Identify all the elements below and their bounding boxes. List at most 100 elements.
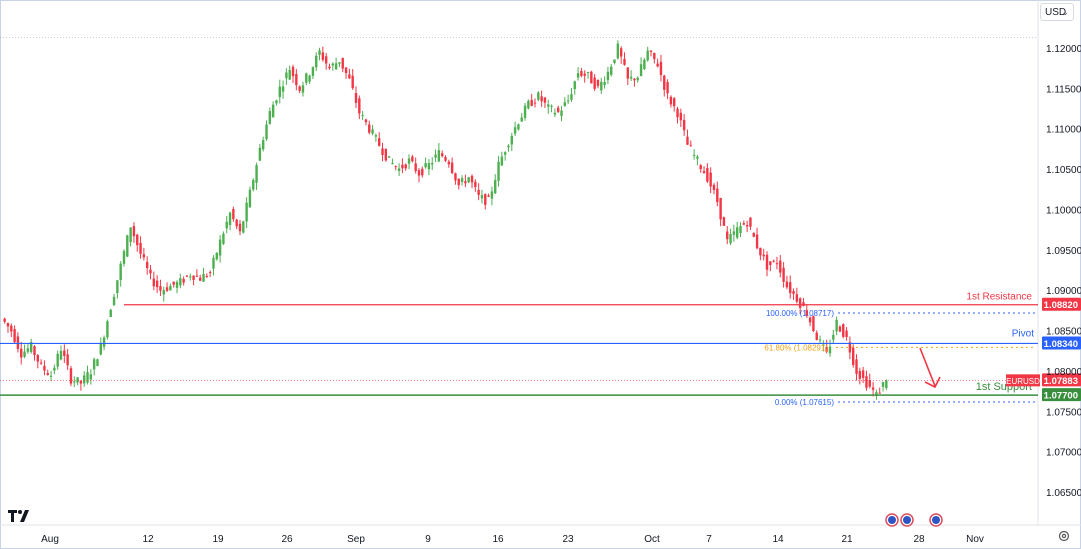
candle-body	[348, 74, 351, 79]
candle-body	[145, 261, 149, 269]
resistance-price-badge-bg	[1042, 297, 1081, 311]
candle-body	[351, 75, 354, 89]
candle-body	[278, 86, 281, 98]
candle-body	[450, 162, 454, 173]
candle-body	[195, 275, 199, 277]
candle-body	[49, 375, 53, 377]
candle-body	[36, 354, 40, 362]
candle-body	[199, 277, 202, 281]
candle-body	[822, 344, 825, 346]
candle-body	[679, 112, 683, 121]
candle-body	[102, 337, 106, 347]
candle-body	[543, 97, 547, 103]
candle-body	[43, 365, 46, 371]
candle-body	[842, 324, 845, 337]
candle-body	[99, 343, 102, 355]
candle-body	[477, 189, 480, 195]
candle-body	[646, 50, 649, 61]
candle-body	[507, 145, 510, 148]
candle-body	[175, 281, 179, 288]
candle-body	[550, 105, 553, 107]
candle-body	[142, 254, 146, 258]
candle-body	[659, 61, 663, 75]
candle-body	[818, 339, 822, 341]
pivot-price-badge: 1.08340	[1044, 339, 1078, 350]
symbol-badge-bg	[1006, 374, 1040, 387]
last-price-badge: 1.07883	[1044, 376, 1078, 387]
candle-body	[706, 168, 709, 182]
candle-body	[225, 221, 228, 229]
fib-0-label: 0.00% (1.07615)	[775, 398, 834, 407]
candle-body	[285, 72, 288, 79]
candle-body	[440, 153, 444, 157]
candle-body	[424, 163, 427, 168]
x-tick-label: Sep	[347, 534, 365, 545]
candle-body	[56, 353, 59, 367]
x-tick-label: 23	[562, 534, 574, 545]
event-fill	[888, 516, 896, 524]
candle-body	[427, 163, 431, 170]
x-tick-label: 7	[706, 534, 712, 545]
candle-body	[782, 267, 785, 282]
chevron-down-icon: ⌄	[1061, 7, 1069, 17]
candle-body	[851, 347, 855, 365]
candle-body	[729, 234, 732, 244]
candle-body	[86, 372, 89, 383]
candle-body	[334, 63, 338, 70]
candle-body	[732, 231, 736, 235]
currency-selector[interactable]: USD ⌄	[1040, 3, 1074, 21]
x-tick-label: 28	[913, 534, 925, 545]
event-fill	[903, 516, 911, 524]
candle-body	[616, 43, 620, 59]
candle-body	[311, 67, 315, 76]
x-tick-label: 14	[772, 534, 784, 545]
candle-body	[33, 346, 36, 356]
candle-body	[812, 316, 815, 332]
tradingview-logo-icon[interactable]	[8, 509, 30, 528]
flag-eu-icon	[885, 513, 899, 527]
candle-body	[165, 287, 169, 291]
y-tick-label: 1.12000	[1046, 44, 1081, 55]
candle-body	[802, 302, 805, 306]
candle-body	[855, 359, 858, 374]
y-tick-label: 1.09500	[1046, 246, 1081, 257]
candle-body	[467, 177, 470, 183]
candle-body	[845, 330, 848, 338]
candle-body	[560, 110, 563, 117]
candle-body	[192, 275, 195, 280]
y-tick-label: 1.10500	[1046, 165, 1081, 176]
candle-body	[596, 79, 600, 86]
candle-body	[676, 108, 679, 118]
candle-body	[397, 168, 401, 171]
candle-body	[212, 257, 215, 269]
candle-body	[606, 71, 610, 81]
candle-body	[470, 175, 474, 183]
candle-body	[358, 98, 361, 114]
candle-body	[69, 368, 73, 384]
candle-body	[626, 67, 630, 79]
candle-body	[875, 392, 878, 396]
candle-body	[633, 78, 636, 81]
fib-100-label: 100.00% (1.08717)	[766, 309, 834, 318]
candle-body	[26, 348, 30, 352]
candle-body	[523, 105, 527, 118]
candle-body	[563, 102, 567, 106]
candle-body	[361, 115, 364, 117]
support-price-badge: 1.07700	[1044, 391, 1078, 402]
settings-gear-icon[interactable]	[1058, 529, 1070, 547]
candle-body	[586, 72, 590, 74]
candle-body	[252, 180, 255, 190]
candle-body	[16, 336, 20, 349]
candle-body	[258, 147, 262, 161]
candle-body	[600, 81, 603, 91]
candle-body	[656, 63, 659, 67]
candle-body	[755, 234, 759, 249]
candle-body	[109, 309, 112, 317]
y-tick-label: 1.09000	[1046, 286, 1081, 297]
candle-body	[139, 242, 142, 254]
candle-body	[96, 359, 99, 367]
candle-body	[132, 226, 136, 237]
candle-body	[722, 217, 726, 226]
candle-body	[295, 73, 298, 86]
